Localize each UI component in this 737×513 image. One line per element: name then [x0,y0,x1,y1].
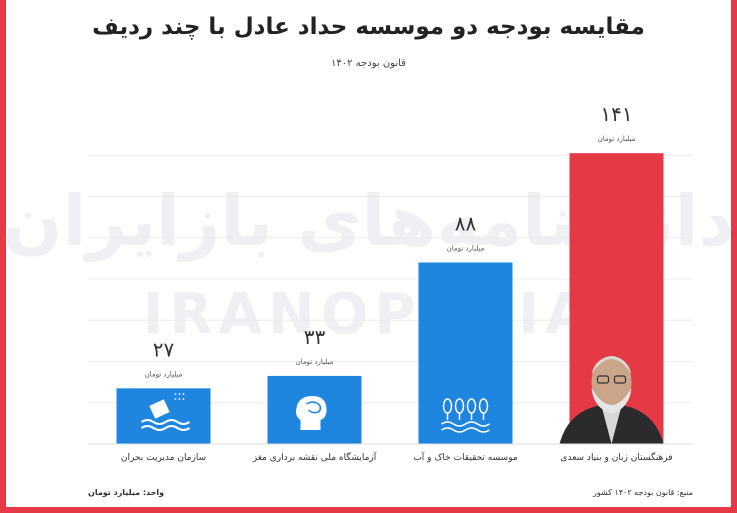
bars [116,153,664,444]
wave-2 [140,425,191,431]
plants-water-icon [441,398,490,433]
rain-drop [178,393,181,395]
portrait-beard [591,388,632,414]
bar-labels: ۲۷ میلیارد تومان سازمان مدیریت بحران ۳۳ میلی… [121,102,673,463]
rain-drop [178,398,181,400]
chart-subtitle: قانون بودجه ۱۴۰۲ [331,58,406,69]
rain-drop [174,393,177,395]
category-label-3: موسسه تحقیقات خاک و آب [413,451,518,463]
source-note: منبع: قانون بودجه ۱۴۰۲ کشور [592,488,693,497]
bar-1 [116,388,211,444]
value-label-3: ۸۸ [455,212,477,236]
chart-title: مقایسه بودجه دو موسسه حداد عادل با چند ر… [92,14,645,40]
portrait-face [591,356,632,408]
rain-drop [174,398,177,400]
unit-label-2: میلیارد تومان [296,358,334,366]
unit-note: واحد: میلیارد تومان [88,488,165,497]
wave-1 [140,419,191,425]
portrait-shirt [601,406,622,444]
water-wave-2 [441,427,490,433]
portrait-glasses-right [613,375,627,384]
value-label-4: ۱۴۱ [600,102,632,126]
portrait-glasses-left [596,375,610,384]
brain-curve [306,401,322,414]
value-label-2: ۳۳ [304,325,326,349]
water-wave-1 [441,421,490,427]
house-shape [149,399,170,419]
portrait-photo [559,356,664,444]
bar-3 [418,262,513,444]
unit-label-3: میلیارد تومان [447,245,485,253]
category-label-4: فرهنگستان زبان و بنیاد سعدی [560,451,672,463]
category-label-1: سازمان مدیریت بحران [121,453,206,463]
rain-drop [182,393,185,395]
category-label-2: آزمایشگاه ملی نقشه برداری مغز [252,451,377,463]
bar-icons [140,356,664,444]
value-label-1: ۲۷ [153,337,175,361]
flood-house-icon [140,393,191,431]
rain-drop [182,398,185,400]
brain-head-icon [296,396,327,430]
unit-label-4: میلیارد تومان [598,135,636,143]
portrait-hair [591,356,632,374]
unit-label-1: میلیارد تومان [145,370,183,378]
